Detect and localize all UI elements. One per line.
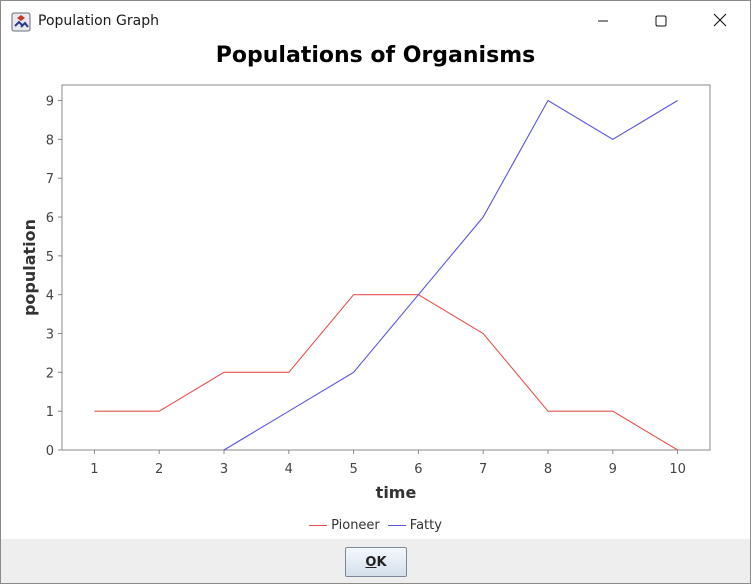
close-button[interactable]	[691, 1, 749, 41]
legend-swatch-pioneer	[309, 525, 328, 526]
series-line-fatty	[223, 99, 678, 451]
minimize-icon	[597, 12, 609, 31]
chart-title: Populations of Organisms	[215, 43, 536, 68]
plot-area	[61, 84, 711, 451]
x-axis-label: time	[376, 483, 417, 502]
x-tick-label-2: 2	[155, 462, 163, 477]
x-tick-label-5: 5	[349, 462, 357, 477]
series-line-pioneer	[94, 294, 678, 451]
x-tick-label-3: 3	[220, 462, 228, 477]
y-tick-label-9: 9	[46, 95, 54, 110]
chart-legend: Pioneer Fatty	[1, 518, 750, 533]
x-tick-label-10: 10	[669, 462, 686, 477]
y-tick-label-0: 0	[46, 444, 54, 459]
y-tick-label-7: 7	[46, 172, 54, 187]
legend-swatch-fatty	[387, 525, 406, 526]
x-tick-label-8: 8	[544, 462, 552, 477]
legend-label-pioneer: Pioneer	[331, 518, 380, 533]
y-axis-label: population	[20, 219, 39, 316]
y-tick-label-4: 4	[46, 289, 54, 304]
y-tick-label-6: 6	[46, 211, 54, 226]
close-icon	[713, 12, 727, 31]
maximize-icon	[655, 12, 667, 31]
x-tick-label-6: 6	[414, 462, 422, 477]
legend-item-fatty: Fatty	[387, 518, 442, 533]
x-tick-label-1: 1	[90, 462, 98, 477]
ok-mnemonic: O	[365, 554, 377, 570]
y-tick-label-8: 8	[46, 133, 54, 148]
y-tick-label-2: 2	[46, 366, 54, 381]
y-tick-label-5: 5	[46, 250, 54, 265]
line-chart: 0 1 2 3 4 5 6 7 8 9 1 2 3 4 5 6 7 8 9 10 time population	[20, 84, 711, 502]
x-tick-label-9: 9	[609, 462, 617, 477]
x-tick-label-4: 4	[285, 462, 293, 477]
java-app-icon	[11, 12, 31, 32]
title-bar[interactable]: Population Graph	[1, 1, 750, 41]
x-tick-label-7: 7	[479, 462, 487, 477]
y-tick-label-1: 1	[46, 405, 54, 420]
chart-panel: Populations of Organisms 0 1 2 3 4 5 6 7 8 9 1 2 3 4 5…	[1, 41, 750, 539]
ok-label-rest: K	[376, 554, 387, 570]
maximize-button[interactable]	[632, 1, 690, 41]
legend-item-pioneer: Pioneer	[309, 518, 380, 533]
window-title: Population Graph	[38, 13, 159, 29]
legend-label-fatty: Fatty	[409, 518, 442, 533]
minimize-button[interactable]	[574, 1, 632, 41]
y-tick-label-3: 3	[46, 328, 54, 343]
